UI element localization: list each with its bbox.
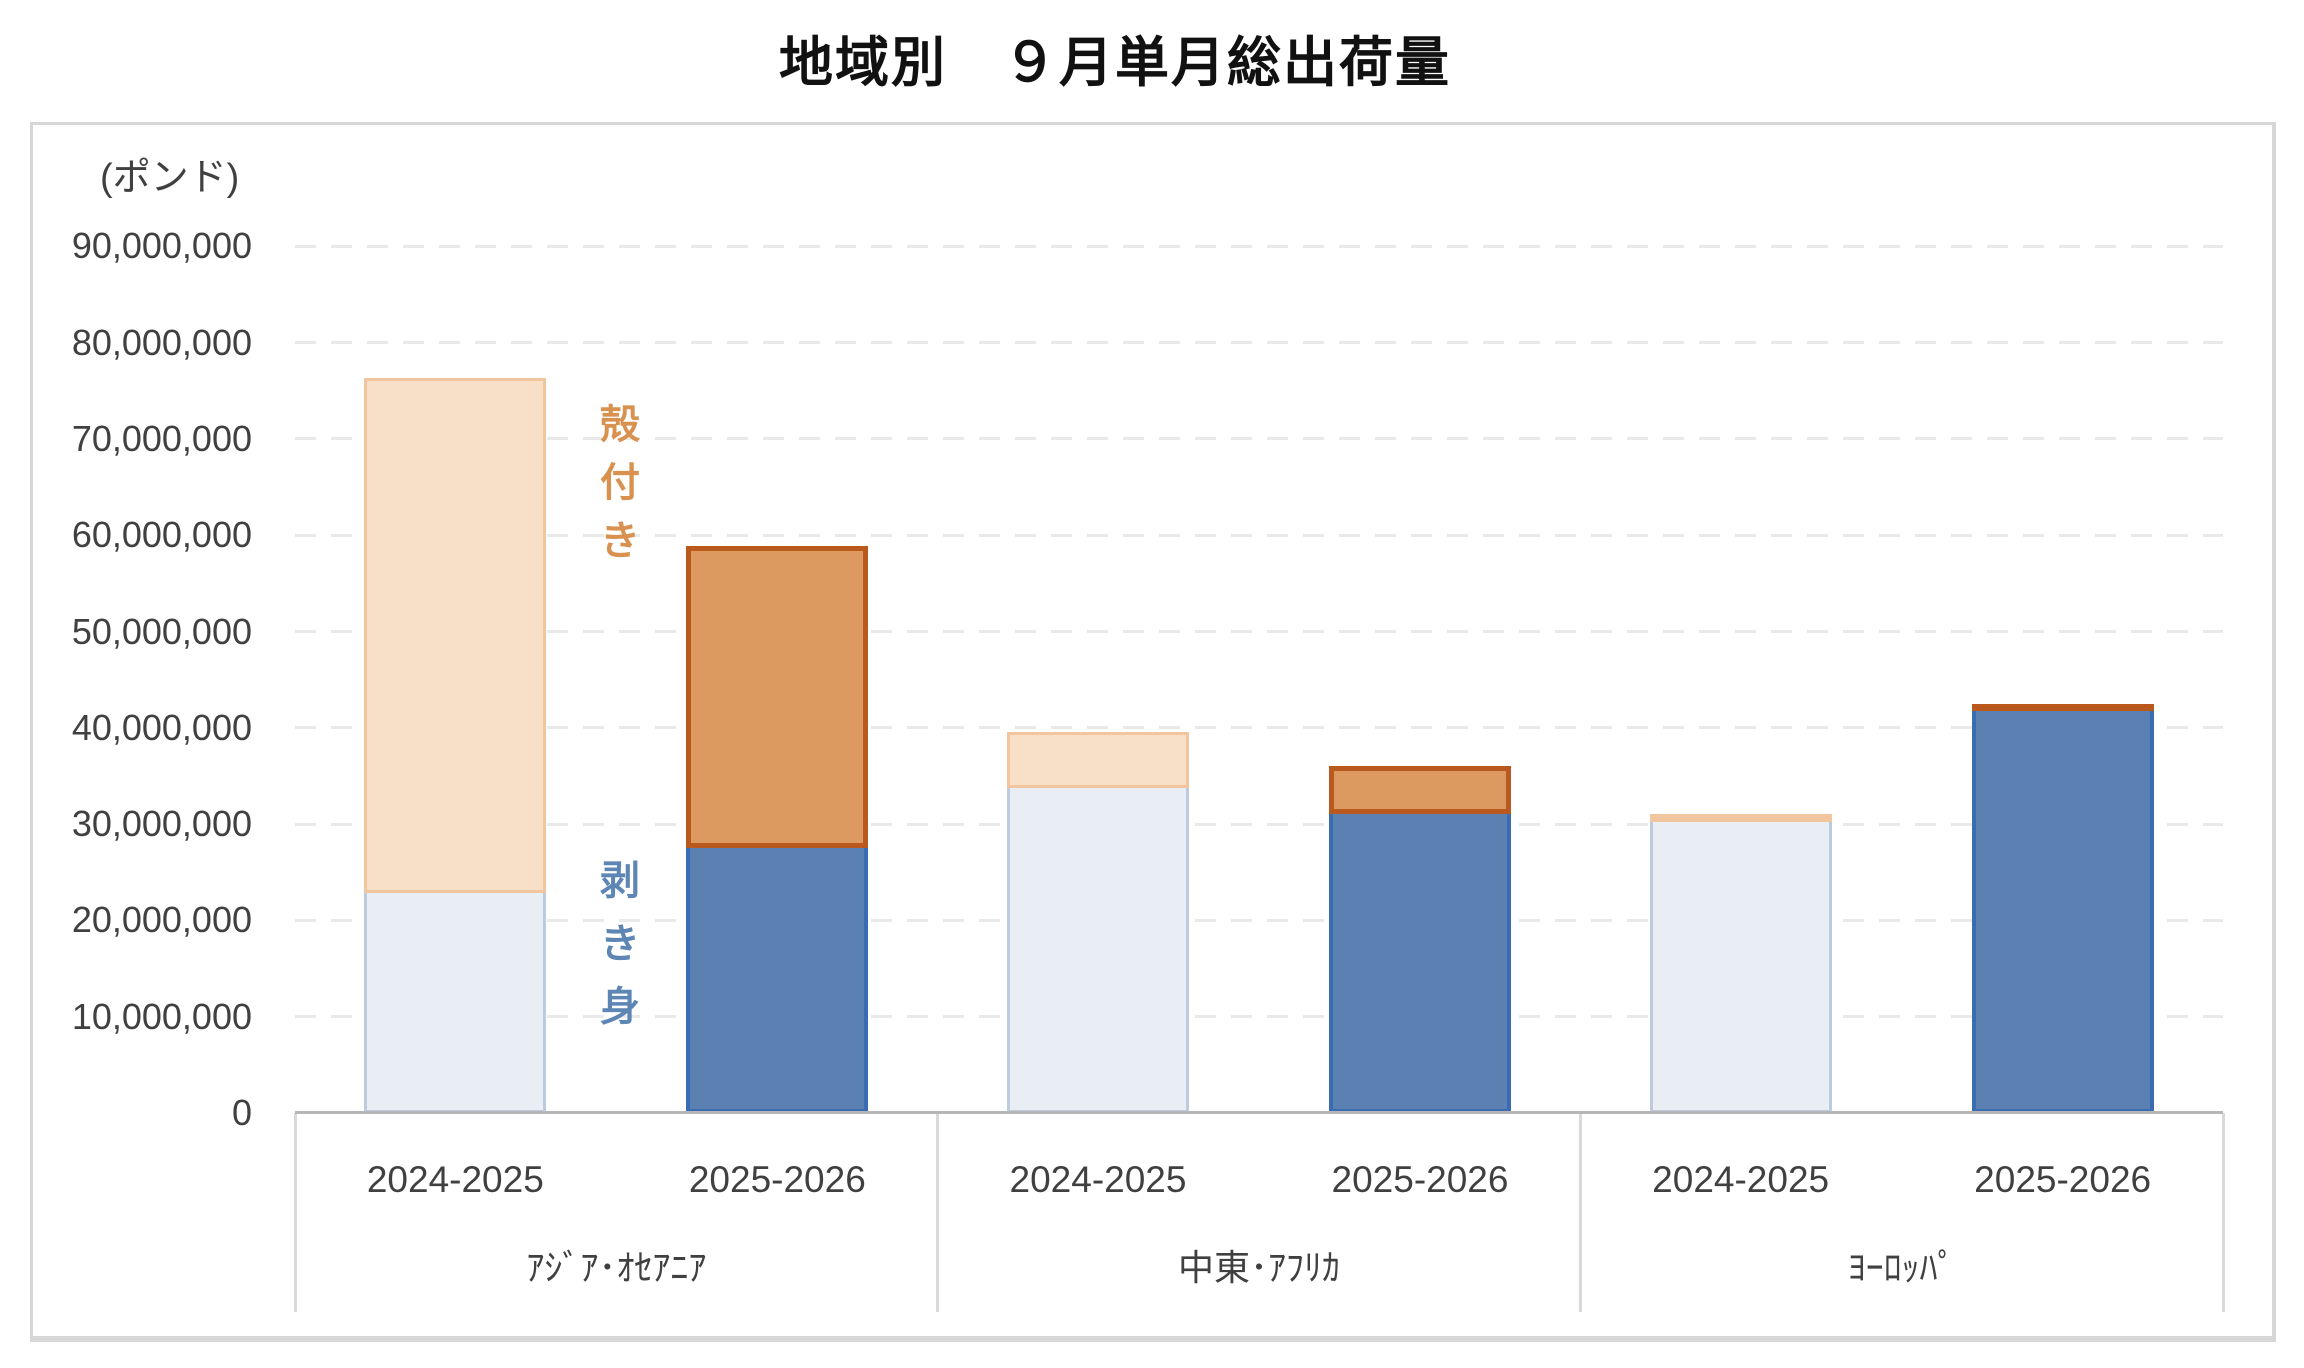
- bar-segment-in-shell: [686, 545, 869, 849]
- y-axis-tick-label: 10,000,000: [71, 995, 252, 1037]
- gridline: [295, 726, 2223, 730]
- bar-segment-shelled-meat: [1007, 788, 1189, 1113]
- series-label-char: 殻: [600, 403, 640, 447]
- x-axis-year-label: 2025-2026: [1331, 1159, 1509, 1200]
- x-axis-year-label: 2024-2025: [1009, 1159, 1187, 1200]
- series-label-shelled-meat: 剥き身: [596, 850, 644, 1039]
- chart-outer-frame: [30, 122, 2276, 1342]
- bar-segment-in-shell: [1971, 703, 2154, 712]
- series-label-char: 身: [600, 985, 640, 1029]
- category-divider-line: [936, 1113, 940, 1312]
- bar-segment-shelled-meat: [1971, 711, 2154, 1113]
- gridline: [295, 533, 2223, 537]
- bar-segment-shelled-meat: [364, 893, 547, 1113]
- gridline: [295, 437, 2223, 441]
- x-axis-group-label: ﾖｰﾛｯﾊﾟ: [1847, 1247, 1956, 1288]
- bar-segment-in-shell: [364, 378, 547, 894]
- x-axis-year-label: 2024-2025: [366, 1159, 544, 1200]
- bar-segment-shelled-meat: [1649, 822, 1832, 1113]
- category-divider-line: [293, 1113, 297, 1312]
- y-axis-tick-label: 50,000,000: [71, 610, 252, 652]
- category-divider-line: [1578, 1113, 1582, 1312]
- category-divider-line: [2221, 1113, 2225, 1312]
- x-axis-year-label: 2024-2025: [1652, 1159, 1830, 1200]
- y-axis-tick-label: 60,000,000: [71, 514, 252, 556]
- y-axis-tick-label: 20,000,000: [71, 899, 252, 941]
- x-axis-year-label: 2025-2026: [1974, 1159, 2152, 1200]
- series-label-char: 付: [600, 461, 640, 505]
- bar-segment-in-shell: [1649, 813, 1832, 823]
- gridline: [295, 1015, 2223, 1019]
- x-axis-group-label: ｱｼﾞｱ･ｵｾｱﾆｱ: [526, 1247, 707, 1288]
- series-label-char: 剥: [600, 859, 640, 903]
- x-axis-baseline: [295, 1111, 2223, 1114]
- y-axis-tick-label: 30,000,000: [71, 803, 252, 845]
- bar-segment-shelled-meat: [686, 848, 869, 1113]
- x-axis-year-label: 2025-2026: [688, 1159, 866, 1200]
- bar-segment-in-shell: [1329, 766, 1511, 815]
- bar-segment-shelled-meat: [1329, 814, 1511, 1113]
- gridline: [295, 822, 2223, 826]
- gridline: [295, 244, 2223, 248]
- y-axis-tick-label: 80,000,000: [71, 321, 252, 363]
- y-axis-unit-label: (ポンド): [100, 157, 240, 199]
- x-axis-group-label: 中東･ｱﾌﾘｶ: [1177, 1247, 1340, 1288]
- series-label-in-shell: 殻付き: [596, 396, 644, 570]
- gridline: [295, 918, 2223, 922]
- series-label-char: き: [600, 519, 640, 563]
- gridline: [295, 630, 2223, 633]
- gridline: [295, 341, 2223, 345]
- chart-title: 地域別 ９月単月総出荷量: [779, 33, 1451, 93]
- bar-segment-in-shell: [1007, 731, 1189, 789]
- y-axis-tick-label: 40,000,000: [71, 706, 252, 748]
- y-axis-tick-label: 90,000,000: [71, 225, 252, 267]
- y-axis-tick-label: 70,000,000: [71, 417, 252, 459]
- series-label-char: き: [600, 922, 640, 966]
- y-axis-tick-label: 0: [231, 1092, 252, 1133]
